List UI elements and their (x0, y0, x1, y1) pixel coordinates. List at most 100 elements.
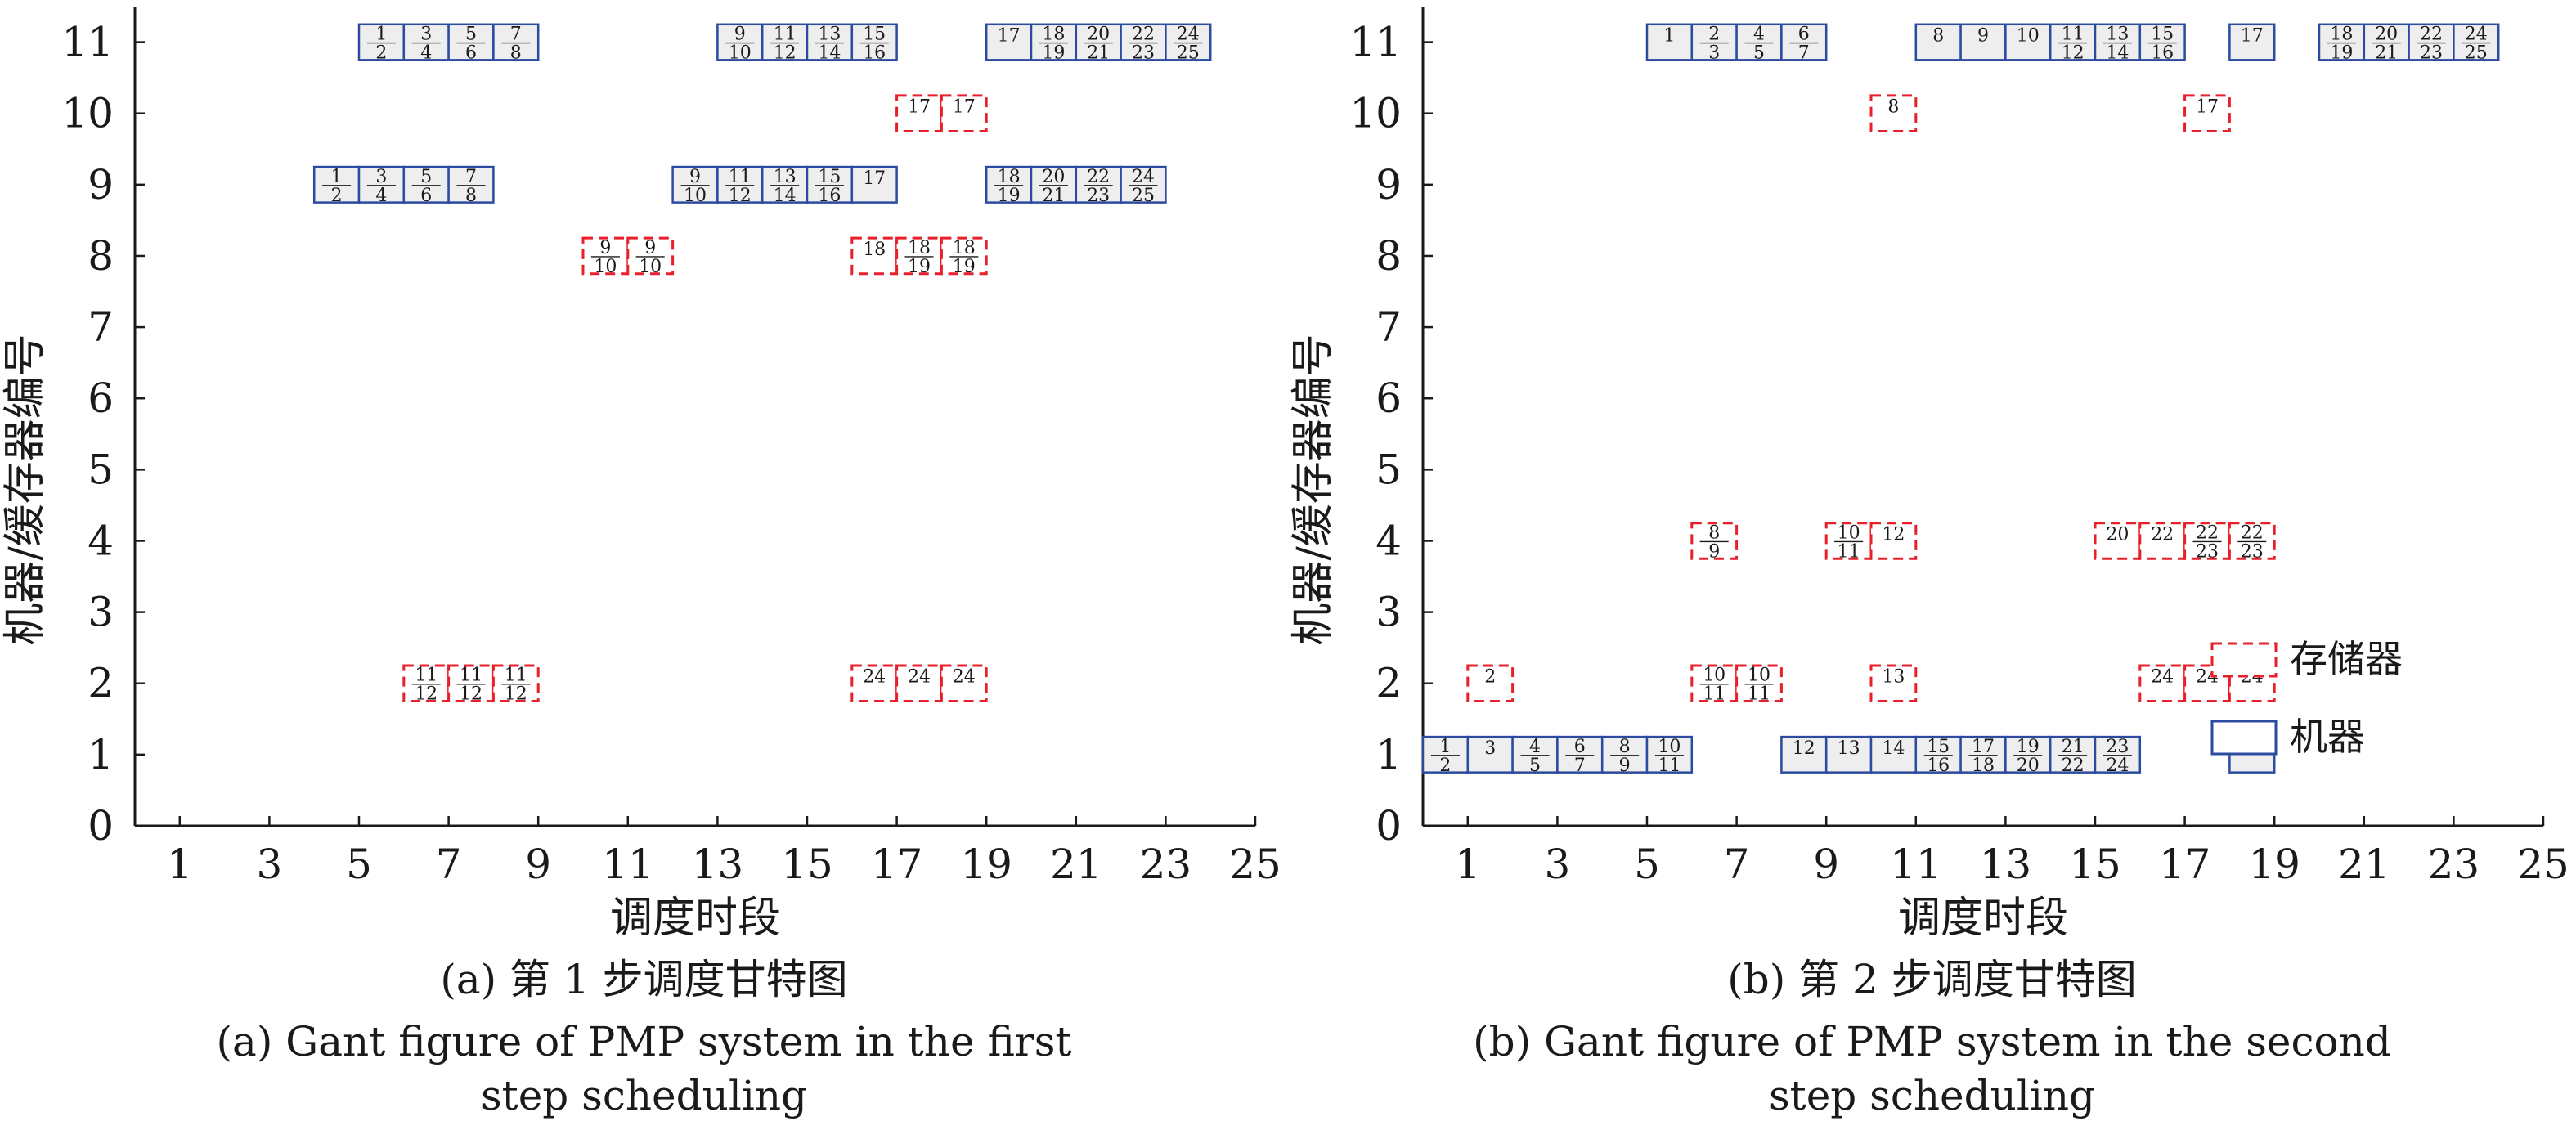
task-id-top: 1 (1439, 737, 1451, 757)
x-tick-label: 23 (1140, 841, 1192, 888)
task-cell (716, 23, 764, 61)
machine-task-box: 78 (492, 23, 540, 64)
task-id-bottom: 21 (1087, 43, 1110, 64)
machine-task-box: 56 (447, 23, 495, 64)
task-id-bottom: 11 (1748, 684, 1770, 705)
task-cell (2004, 735, 2052, 774)
y-axis-label: 机器/缓存器编号 (1289, 334, 1338, 646)
task-id-top: 10 (1703, 666, 1726, 686)
task-cell (1120, 165, 1167, 204)
task-id-bottom: 4 (375, 186, 387, 206)
task-id-top: 20 (1042, 167, 1065, 187)
task-id-top: 22 (2241, 522, 2264, 543)
buffer-task-box: 20 (2094, 522, 2142, 560)
x-tick-label: 13 (1980, 841, 2032, 888)
task-id-bottom: 3 (1708, 43, 1720, 64)
machine-task-box: 12 (312, 165, 361, 206)
task-cell (1959, 735, 2007, 774)
task-id-bottom: 16 (818, 186, 841, 206)
x-tick-label: 5 (346, 841, 372, 888)
task-id-top: 6 (1574, 737, 1586, 757)
task-id-top: 24 (953, 667, 976, 688)
task-id-top: 1 (375, 25, 387, 45)
task-cell (895, 94, 943, 132)
legend-machine-label: 机器 (2290, 715, 2365, 759)
buffer-task-box: 24 (850, 664, 899, 703)
task-id-bottom: 2 (375, 43, 387, 64)
gantt-panel-a: 0 1 2 3 4 5 6 7 8 9 10 11 1 3 5 7 9 11 13 15 17 19 21 23 25 调度时段机… (1, 7, 1281, 1119)
machine-task-box: 910 (716, 23, 764, 64)
task-id-top: 17 (998, 26, 1021, 47)
task-cell (2183, 94, 2231, 132)
task-id-top: 20 (1087, 25, 1110, 45)
task-cell (2318, 23, 2366, 61)
buffer-task-box: 17 (2183, 94, 2231, 132)
task-id-top: 13 (1882, 667, 1905, 688)
task-id-top: 24 (2151, 667, 2174, 688)
task-id-bottom: 19 (1042, 43, 1065, 64)
task-id-bottom: 5 (1753, 43, 1765, 64)
y-tick-label: 10 (1349, 90, 1402, 137)
task-id-top: 18 (863, 240, 886, 260)
x-tick-label: 3 (1544, 841, 1570, 888)
task-id-bottom: 19 (998, 186, 1021, 206)
task-id-bottom: 8 (465, 186, 477, 206)
buffer-task-box: 910 (581, 236, 630, 277)
task-id-top: 6 (1798, 25, 1810, 45)
task-id-top: 17 (908, 97, 931, 118)
task-id-top: 18 (2330, 25, 2353, 45)
task-id-top: 15 (863, 25, 886, 45)
task-cell (1645, 735, 1694, 774)
machine-task-box: 14 (1869, 735, 1918, 774)
task-id-top: 8 (1887, 97, 1899, 118)
task-id-top: 9 (599, 238, 611, 258)
x-tick-label: 25 (2517, 841, 2569, 888)
task-id-bottom: 24 (2106, 756, 2129, 776)
task-id-top: 11 (774, 25, 797, 45)
y-tick-label: 9 (88, 161, 114, 209)
task-id-top: 2 (1708, 25, 1720, 45)
caption-en-a-line2: step scheduling (480, 1072, 808, 1119)
y-tick-label: 10 (61, 90, 114, 137)
x-axis-label: 调度时段 (1898, 894, 2068, 943)
task-cell (671, 165, 719, 204)
task-cell (1466, 664, 1515, 703)
task-id-top: 10 (1838, 522, 1860, 543)
task-cell (491, 664, 540, 703)
machine-task-box: 17 (2228, 23, 2276, 61)
x-tick-label: 3 (256, 841, 282, 888)
x-tick-label: 1 (167, 841, 193, 888)
y-tick-label: 2 (1376, 660, 1402, 707)
caption-en-a-line1: (a) Gant figure of PMP system in the fir… (216, 1018, 1072, 1065)
y-tick-label: 9 (1376, 161, 1402, 209)
task-id-top: 5 (420, 167, 432, 187)
task-id-bottom: 9 (1708, 541, 1720, 562)
task-id-bottom: 12 (774, 43, 797, 64)
task-cell (761, 165, 809, 204)
task-cell (357, 165, 406, 204)
task-id-top: 17 (863, 168, 886, 189)
task-id-top: 15 (818, 167, 841, 187)
task-cell (1959, 23, 2007, 61)
buffer-task-box: 17 (895, 94, 943, 132)
task-id-bottom: 16 (2151, 43, 2174, 64)
task-id-top: 24 (863, 667, 886, 688)
task-cell (1869, 94, 1918, 132)
task-id-top: 24 (1177, 25, 1200, 45)
machine-task-box: 34 (357, 165, 406, 206)
task-cell (1690, 23, 1738, 61)
task-id-top: 1 (331, 167, 343, 187)
task-cell (626, 236, 675, 276)
